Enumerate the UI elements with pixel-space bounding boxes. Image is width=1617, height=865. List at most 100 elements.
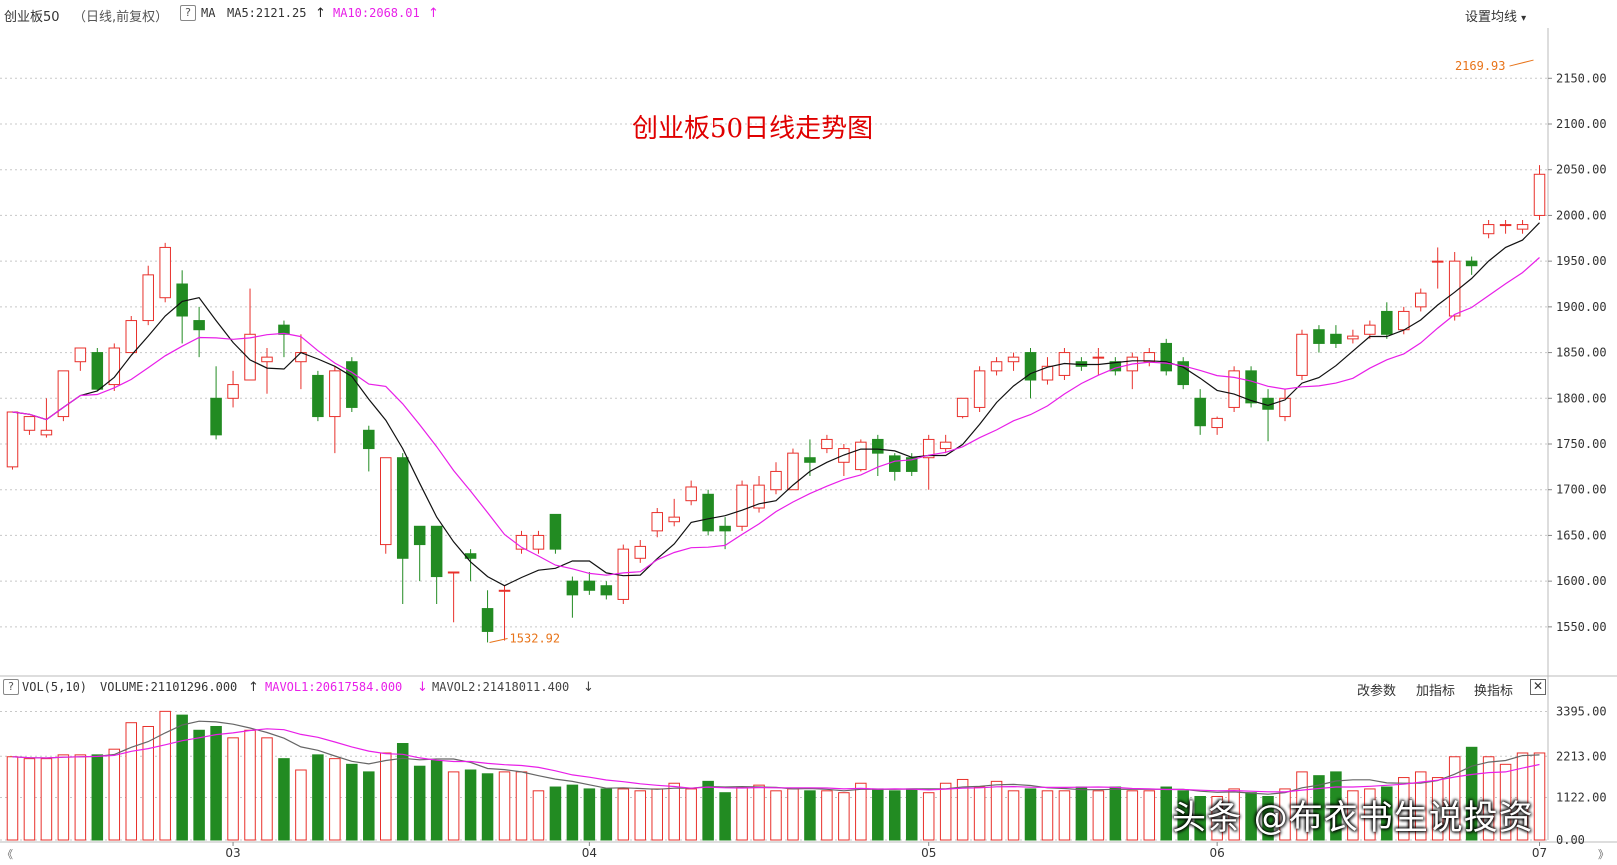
candle-body [1313,329,1325,344]
volume-bar [1482,756,1495,841]
ma-settings-button[interactable]: 设置均线 ▾ [1465,6,1526,25]
candle-body [1516,224,1529,230]
volume-bar [702,780,714,841]
price-tick-label: 1700.00 [1556,483,1607,497]
volume-bar [227,737,239,841]
volume-bar [396,743,409,841]
candle-body [1414,292,1427,308]
vol-indicator-label: VOL(5,10) [22,680,88,694]
candle-body [1024,352,1037,381]
candle-body [481,608,494,632]
volume-bar [1448,756,1461,841]
volume-bar [1347,790,1359,841]
mavol2-down-arrow-icon: ↓ [583,680,594,695]
chevron-down-icon: ▾ [1521,13,1527,24]
volume-bar [532,790,545,841]
volume-bar [1092,790,1105,841]
grid-lines [0,77,1548,841]
volume-bar [838,792,850,841]
volume-bar [1414,771,1427,841]
time-tick-label: 03 [225,846,240,860]
volume-bars [6,710,1546,841]
time-tick-label: 07 [1532,846,1547,860]
candle-body [1330,333,1342,344]
candle-body [634,545,647,559]
candle-body [1431,260,1444,263]
candle-body [583,580,596,591]
price-tick-label: 2150.00 [1556,71,1607,85]
candle-body [719,525,731,532]
volume-help-icon[interactable]: ? [3,679,19,695]
candle-body [23,416,36,431]
candle-body [1245,370,1257,404]
volume-bar [1143,790,1156,841]
candle-body [244,333,256,381]
volume-bar [855,782,867,841]
ma-settings-label: 设置均线 [1465,10,1518,25]
candle-body [261,356,273,363]
volume-readout: VOLUME:21101296.000 [100,680,238,694]
scroll-right-button[interactable]: 》 [1598,848,1609,861]
ma5-up-arrow-icon: ↑ [315,6,326,21]
candle-body [159,246,171,299]
switch-indicator-button[interactable]: 换指标 [1474,684,1514,699]
volume-bar [329,758,341,841]
candle-body [379,457,392,546]
scroll-left-button[interactable]: 《 [2,848,13,861]
volume-bar [787,788,799,841]
candle-body [210,397,222,436]
volume-bar [1431,777,1444,841]
annotation-pointer [1509,59,1534,67]
candle-body [939,441,952,450]
volume-bar [23,758,36,841]
period-label: （日线,前复权） [73,10,169,25]
candlesticks [6,165,1546,643]
time-tick-label: 04 [582,846,597,860]
price-tick-label: 1600.00 [1556,574,1607,588]
candle-body [91,352,104,390]
volume-bar [278,758,290,841]
ma5-line [12,222,1540,587]
price-tick-label: 2100.00 [1556,117,1607,131]
help-icon[interactable]: ? [180,5,196,21]
volume-bar [244,729,256,841]
candle-body [278,324,290,335]
candle-body [617,548,630,600]
candle-body [702,493,714,532]
price-tick-label: 1950.00 [1556,254,1607,268]
volume-bar [1516,752,1529,841]
volume-bar [1398,777,1410,841]
volume-bar [1024,788,1037,841]
volume-bar [889,790,901,841]
volume-bar [990,780,1003,841]
mavol2-line [12,728,1540,793]
close-icon[interactable]: ✕ [1530,679,1546,695]
volume-bar [1364,788,1376,841]
volume-bar [973,786,986,841]
candle-body [1279,397,1291,418]
edit-params-button[interactable]: 改参数 [1357,684,1397,699]
volume-bar [905,788,918,841]
add-indicator-button[interactable]: 加指标 [1416,684,1456,699]
volume-panel-header: ? VOL(5,10) VOLUME:21101296.000 ↑ MAVOL1… [0,676,1617,700]
price-tick-label: 1750.00 [1556,437,1607,451]
candle-body [1381,310,1393,335]
volume-bar [464,769,477,841]
volume-bar [1262,795,1274,841]
volume-bar [1058,790,1071,841]
volume-bar [1075,786,1088,841]
volume-bar [685,788,697,841]
volume-bar [668,782,680,841]
axes: 2150.00 2100.00 2050.00 2000.00 1950.00 1900.… [0,28,1617,860]
volume-bar [617,788,630,841]
candle-body [74,347,87,363]
volume-bar [566,784,579,841]
volume-bar [1313,775,1325,841]
volume-bar [939,782,952,841]
candle-body [312,374,324,418]
volume-bar [210,725,222,841]
volume-bar [1194,795,1206,841]
price-tick-label: 2000.00 [1556,208,1607,222]
volume-bar [108,748,121,841]
